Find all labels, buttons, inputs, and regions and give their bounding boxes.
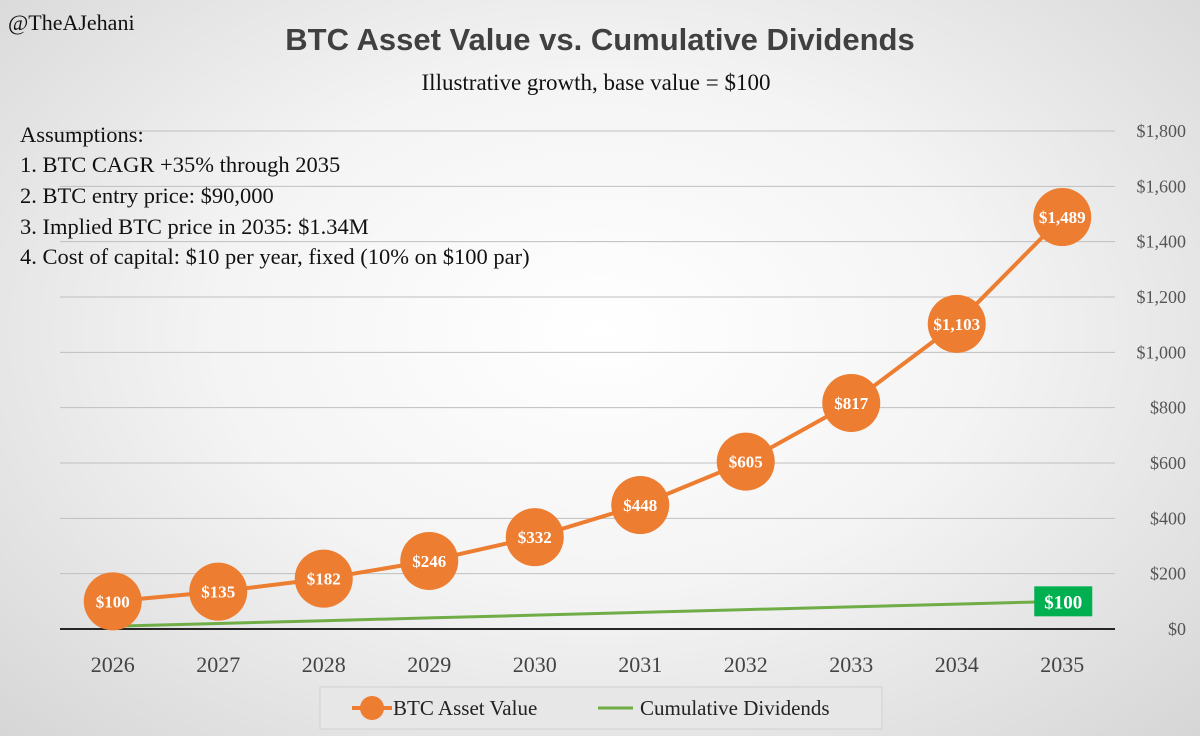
- btc-line: [112, 215, 1064, 604]
- dividends-end-label-box: [1034, 586, 1093, 617]
- y-tick-label: $1,400: [1137, 232, 1187, 252]
- btc-point: [505, 508, 564, 567]
- x-tick-label: 2035: [1040, 652, 1084, 677]
- legend-btc-label: BTC Asset Value: [393, 696, 537, 720]
- btc-point: [716, 432, 775, 491]
- author-handle: @TheAJehani: [8, 10, 135, 35]
- y-tick-label: $200: [1150, 564, 1186, 584]
- x-tick-label: 2028: [302, 652, 346, 677]
- dividends-series: $100: [112, 586, 1093, 628]
- x-tick-label: 2033: [829, 652, 873, 677]
- assumption-4: 4. Cost of capital: $10 per year, fixed …: [20, 244, 530, 269]
- btc-data-label: $135: [201, 583, 235, 602]
- assumption-3: 3. Implied BTC price in 2035: $1.34M: [20, 214, 369, 239]
- x-tick-label: 2030: [513, 652, 557, 677]
- btc-data-label: $100: [96, 592, 130, 611]
- assumption-1: 1. BTC CAGR +35% through 2035: [20, 152, 340, 177]
- y-tick-label: $1,600: [1137, 176, 1187, 196]
- x-tick-label: 2029: [407, 652, 451, 677]
- chart-title: BTC Asset Value vs. Cumulative Dividends: [285, 22, 914, 57]
- legend-dividends-label: Cumulative Dividends: [640, 696, 830, 720]
- btc-point: [822, 373, 881, 432]
- y-tick-label: $1,200: [1137, 287, 1187, 307]
- gridlines: [60, 130, 1115, 575]
- x-tick-label: 2027: [196, 652, 240, 677]
- btc-point: [189, 562, 248, 621]
- btc-point: [83, 572, 142, 631]
- assumption-2: 2. BTC entry price: $90,000: [20, 183, 274, 208]
- legend-btc-marker: [360, 696, 384, 720]
- btc-data-label: $246: [412, 552, 446, 571]
- y-tick-label: $400: [1150, 508, 1186, 528]
- btc-data-label: $332: [518, 528, 552, 547]
- btc-data-label: $448: [623, 496, 657, 515]
- assumptions-heading: Assumptions:: [20, 122, 144, 147]
- btc-point: [400, 531, 459, 590]
- y-tick-label: $0: [1168, 619, 1186, 639]
- y-tick-label: $800: [1150, 398, 1186, 418]
- legend: BTC Asset Value Cumulative Dividends: [319, 686, 883, 730]
- btc-data-label: $605: [729, 453, 763, 472]
- chart-subtitle: Illustrative growth, base value = $100: [422, 70, 771, 95]
- x-tick-label: 2031: [618, 652, 662, 677]
- y-tick-label: $1,800: [1137, 121, 1187, 141]
- btc-data-label: $1,103: [933, 315, 980, 334]
- btc-point: [611, 476, 670, 535]
- legend-box: [319, 686, 883, 730]
- y-tick-label: $600: [1150, 453, 1186, 473]
- x-tick-label: 2032: [724, 652, 768, 677]
- btc-point: [294, 549, 353, 608]
- dividends-line: [112, 599, 1063, 628]
- btc-point: [1033, 188, 1092, 247]
- btc-data-label: $1,489: [1039, 208, 1086, 227]
- y-axis-ticks: $0 $200 $400 $600 $800 $1,000 $1,200 $1,400 $1,6…: [1137, 121, 1187, 639]
- btc-data-label: $817: [834, 394, 869, 413]
- assumptions-box: Assumptions: 1. BTC CAGR +35% through 20…: [20, 122, 530, 269]
- btc-data-label: $182: [307, 570, 341, 589]
- x-tick-label: 2034: [935, 652, 979, 677]
- dividends-end-label: $100: [1044, 592, 1082, 613]
- btc-point: [927, 294, 986, 353]
- y-tick-label: $1,000: [1137, 342, 1187, 362]
- x-axis-ticks: 2026 2027 2028 2029 2030 2031 2032 2033 2034 2035: [91, 652, 1085, 677]
- btc-series: $100 $135 $182 $246 $332 $448 $605 $817 $1,103 $1…: [83, 188, 1092, 631]
- x-tick-label: 2026: [91, 652, 135, 677]
